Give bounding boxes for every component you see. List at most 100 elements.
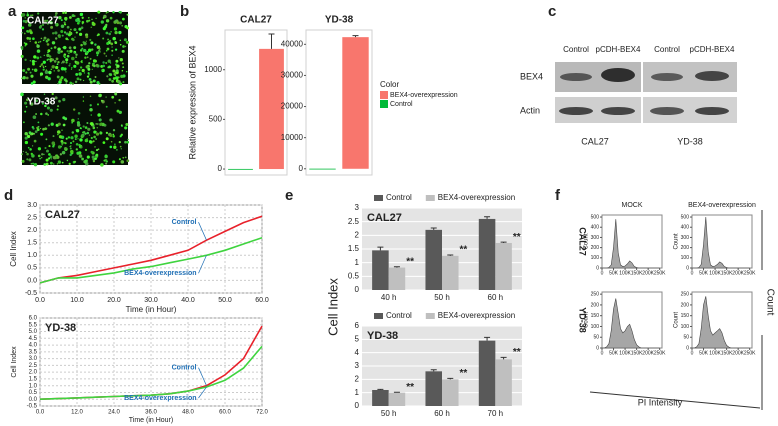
speckle bbox=[111, 95, 115, 99]
x-tick-label: 250K bbox=[744, 350, 756, 356]
y-tick-label: 10000 bbox=[281, 133, 304, 142]
speckle bbox=[126, 159, 130, 163]
significance: ** bbox=[513, 232, 521, 243]
speckle bbox=[105, 19, 110, 23]
speckle bbox=[82, 100, 85, 102]
speckle bbox=[68, 46, 72, 50]
error-bar bbox=[484, 336, 491, 341]
y-tick-label: 300 bbox=[591, 235, 600, 241]
speckle bbox=[46, 149, 49, 153]
speckle bbox=[115, 59, 119, 63]
speckle bbox=[30, 74, 34, 78]
y-tick-label: 500 bbox=[591, 214, 600, 220]
speckle bbox=[20, 45, 24, 49]
y-tick-label: 1.0 bbox=[27, 252, 37, 259]
speckle bbox=[90, 114, 93, 116]
speckle bbox=[85, 65, 89, 69]
speckle bbox=[75, 129, 80, 133]
chart-title: CAL27 bbox=[240, 15, 272, 26]
y-tick-label: 5 bbox=[355, 334, 360, 343]
speckle bbox=[76, 151, 80, 155]
speckle bbox=[89, 80, 93, 84]
speckle bbox=[113, 72, 117, 76]
speckle bbox=[26, 12, 29, 14]
speckle bbox=[75, 61, 80, 65]
bar bbox=[388, 392, 406, 406]
speckle bbox=[105, 105, 108, 108]
y-tick-label: 200 bbox=[591, 302, 600, 308]
speckle bbox=[57, 50, 61, 54]
y-tick-label: 0 bbox=[299, 164, 304, 173]
blot-band bbox=[601, 68, 635, 82]
speckle bbox=[127, 138, 129, 141]
speckle bbox=[39, 24, 43, 28]
speckle bbox=[90, 122, 94, 126]
bar bbox=[495, 359, 512, 406]
speckle bbox=[108, 73, 111, 76]
y-tick-label: 0 bbox=[355, 285, 360, 294]
x-tick-label: 10.0 bbox=[70, 297, 84, 304]
y-tick-label: 1.5 bbox=[348, 244, 360, 253]
y-tick-label: 0 bbox=[355, 401, 360, 410]
y-tick-label: 150 bbox=[591, 313, 600, 319]
legend-label: Control bbox=[390, 101, 413, 108]
speckle bbox=[39, 40, 42, 43]
speckle bbox=[74, 134, 78, 138]
speckle bbox=[58, 99, 61, 103]
speckle bbox=[50, 156, 52, 158]
speckle bbox=[46, 99, 50, 103]
speckle bbox=[118, 140, 121, 144]
speckle bbox=[52, 135, 55, 138]
speckle bbox=[75, 72, 79, 76]
x-tick-label: 100K bbox=[619, 270, 631, 276]
speckle bbox=[61, 161, 64, 164]
speckle bbox=[78, 69, 81, 71]
speckle bbox=[48, 55, 52, 58]
speckle bbox=[86, 51, 88, 54]
speckle bbox=[120, 148, 122, 150]
blot-band bbox=[560, 73, 592, 81]
error-bar bbox=[430, 227, 437, 230]
speckle bbox=[122, 156, 125, 159]
series-line bbox=[39, 345, 263, 400]
speckle bbox=[118, 30, 122, 35]
speckle bbox=[77, 112, 81, 115]
speckle bbox=[66, 25, 70, 29]
speckle bbox=[43, 153, 45, 156]
speckle bbox=[51, 32, 55, 35]
y-axis-title: Count bbox=[584, 312, 590, 328]
x-tick-label: 60 h bbox=[434, 409, 450, 418]
speckle bbox=[65, 61, 68, 64]
speckle bbox=[90, 26, 93, 29]
legend-swatch bbox=[380, 100, 388, 108]
band-label: Actin bbox=[520, 105, 540, 115]
speckle bbox=[82, 125, 85, 128]
error-bar bbox=[447, 377, 454, 380]
histogram-area bbox=[602, 298, 660, 349]
speckle bbox=[22, 150, 24, 153]
speckle bbox=[51, 58, 55, 61]
speckle bbox=[84, 148, 88, 151]
x-tick-label: 150K bbox=[631, 350, 643, 356]
plot-area bbox=[601, 214, 663, 269]
x-tick-label: 0.0 bbox=[35, 297, 45, 304]
speckle bbox=[74, 36, 76, 38]
y-tick-label: 4.5 bbox=[29, 336, 38, 342]
blot-band bbox=[651, 73, 683, 81]
error-bar bbox=[268, 33, 275, 49]
y-tick-label: -0.5 bbox=[25, 290, 37, 297]
y-tick-label: 3.5 bbox=[29, 349, 38, 355]
speckle bbox=[61, 142, 64, 145]
y-tick-label: 150 bbox=[681, 313, 690, 319]
speckle bbox=[126, 26, 129, 30]
speckle bbox=[47, 51, 49, 54]
speckle bbox=[26, 152, 29, 156]
speckle bbox=[95, 123, 98, 125]
speckle bbox=[48, 58, 50, 61]
speckle bbox=[95, 132, 100, 136]
y-tick-label: 2 bbox=[355, 374, 360, 383]
x-tick-label: 250K bbox=[654, 270, 666, 276]
speckle bbox=[24, 19, 28, 24]
speckle bbox=[105, 49, 108, 52]
